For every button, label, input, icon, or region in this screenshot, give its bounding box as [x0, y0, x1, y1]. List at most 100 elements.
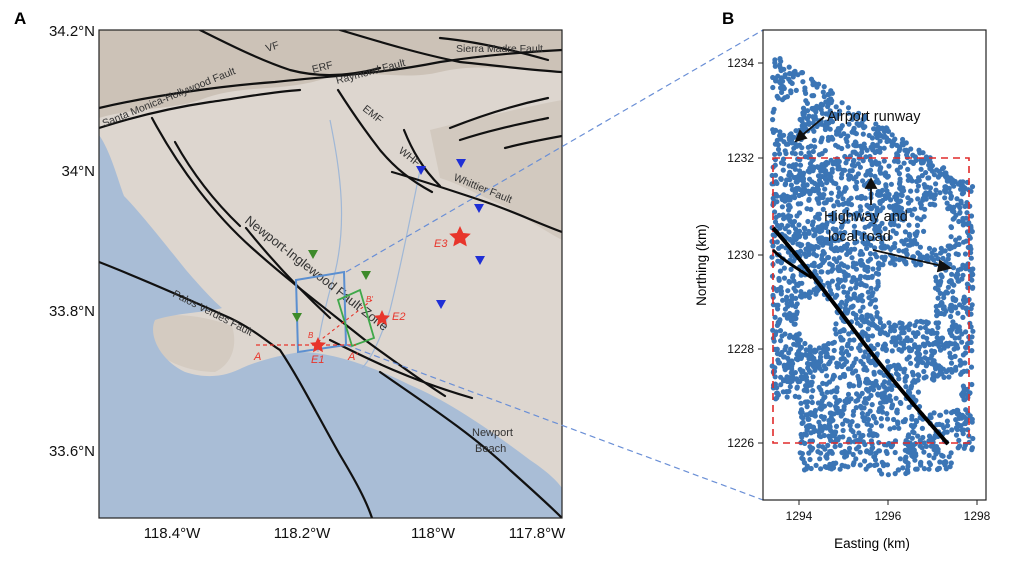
survey-point	[854, 320, 861, 326]
survey-point	[914, 344, 920, 350]
survey-point	[873, 378, 879, 384]
survey-point	[826, 284, 832, 290]
survey-point	[879, 409, 886, 415]
survey-point	[957, 327, 963, 333]
survey-point	[860, 216, 866, 222]
survey-point	[920, 150, 926, 156]
survey-point	[833, 228, 839, 234]
survey-point	[931, 172, 938, 178]
survey-point	[825, 171, 832, 177]
survey-point	[834, 360, 840, 366]
survey-point	[810, 388, 816, 394]
label-e3: E3	[434, 238, 448, 250]
survey-point	[914, 330, 921, 336]
survey-point	[794, 311, 800, 317]
survey-point	[858, 358, 864, 364]
survey-point	[828, 268, 835, 274]
survey-point	[945, 284, 952, 290]
survey-point	[828, 157, 834, 163]
survey-point	[797, 337, 804, 343]
survey-point	[879, 240, 885, 246]
survey-point	[935, 174, 942, 180]
survey-point	[859, 193, 865, 200]
survey-point	[810, 424, 816, 430]
survey-point	[856, 376, 862, 382]
survey-point	[853, 186, 859, 192]
survey-point	[950, 289, 956, 295]
survey-point	[877, 145, 883, 151]
survey-point	[868, 221, 874, 227]
survey-point	[921, 182, 927, 188]
survey-point	[887, 234, 893, 241]
survey-point	[871, 126, 877, 132]
survey-point	[932, 364, 939, 370]
survey-point	[924, 329, 930, 335]
survey-point	[770, 327, 776, 333]
survey-point	[803, 253, 809, 259]
survey-point	[874, 161, 880, 167]
survey-point	[881, 145, 887, 151]
survey-point	[783, 150, 789, 157]
survey-point	[920, 341, 927, 347]
survey-point	[912, 206, 918, 212]
survey-point	[820, 259, 826, 266]
survey-point	[880, 205, 886, 211]
survey-point	[781, 364, 788, 370]
survey-point	[816, 419, 822, 425]
survey-point	[838, 261, 845, 267]
survey-point	[894, 142, 900, 148]
survey-point	[937, 412, 944, 418]
survey-point	[963, 215, 969, 221]
survey-point	[892, 438, 899, 444]
survey-point	[809, 262, 815, 268]
survey-point	[921, 449, 927, 455]
survey-point	[948, 360, 955, 366]
label-newport-1: Newport	[472, 427, 513, 439]
survey-point	[828, 197, 834, 203]
survey-point	[795, 156, 801, 162]
y-tick-label: 1230	[727, 248, 754, 262]
survey-point	[826, 421, 832, 427]
arrow-road	[872, 249, 943, 267]
survey-point	[787, 236, 793, 242]
survey-point	[921, 368, 927, 375]
survey-point	[823, 119, 829, 125]
survey-point	[777, 133, 783, 139]
survey-point	[869, 446, 875, 452]
survey-point	[792, 393, 798, 399]
survey-point	[943, 466, 949, 472]
survey-point	[869, 160, 875, 166]
survey-point	[872, 362, 879, 368]
survey-point	[886, 163, 892, 169]
survey-point	[917, 200, 923, 206]
survey-point	[969, 271, 975, 277]
survey-point	[896, 248, 902, 254]
survey-point	[869, 402, 875, 408]
survey-point	[889, 402, 896, 408]
survey-point	[876, 192, 882, 198]
survey-point	[862, 458, 868, 464]
survey-point	[804, 463, 810, 469]
survey-point	[786, 229, 792, 235]
survey-point	[817, 193, 823, 199]
survey-point	[799, 145, 805, 151]
survey-point	[788, 346, 794, 352]
survey-point	[876, 179, 882, 186]
survey-point	[878, 416, 884, 422]
survey-point	[850, 149, 856, 155]
survey-point	[770, 74, 776, 81]
survey-point	[853, 285, 859, 291]
survey-point	[902, 378, 908, 384]
survey-point	[804, 116, 811, 122]
zoom-connector-bottom	[345, 344, 764, 501]
survey-point	[811, 128, 817, 134]
survey-point	[924, 335, 930, 341]
survey-point	[844, 206, 850, 213]
survey-point	[907, 440, 913, 446]
survey-point	[793, 87, 799, 93]
survey-point	[877, 467, 883, 473]
survey-point	[825, 91, 831, 98]
survey-point	[901, 214, 907, 220]
survey-point	[803, 347, 809, 353]
survey-point	[892, 471, 898, 477]
